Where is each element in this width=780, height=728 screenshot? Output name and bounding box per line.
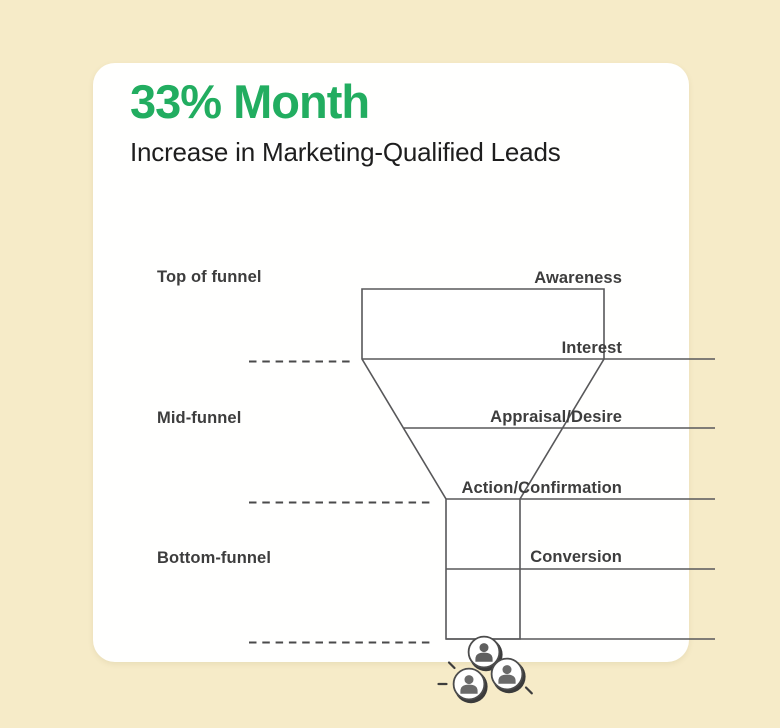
stage-label-appraisal-desire: Appraisal/Desire [490,408,622,426]
funnel-diagram [249,288,715,704]
stat-subheadline: Increase in Marketing-Qualified Leads [130,137,561,167]
sparkle-dash-icon [524,686,533,695]
stat-headline: 33% Month [130,75,370,128]
person-badge-icon [452,667,488,704]
stage-label-action-confirmation: Action/Confirmation [461,479,622,497]
stage-label-interest: Interest [561,339,622,357]
zone-label-bottom-funnel: Bottom-funnel [157,549,272,567]
stage-label-awareness: Awareness [534,269,622,287]
sparkle-dash-icon [447,661,456,670]
zone-label-top-of-funnel: Top of funnel [157,268,262,286]
zone-label-mid-funnel: Mid-funnel [157,409,242,427]
person-badge-icon [467,635,503,672]
stat-card [93,63,715,704]
stage-label-conversion: Conversion [530,548,622,566]
person-badge-icon [490,657,526,694]
